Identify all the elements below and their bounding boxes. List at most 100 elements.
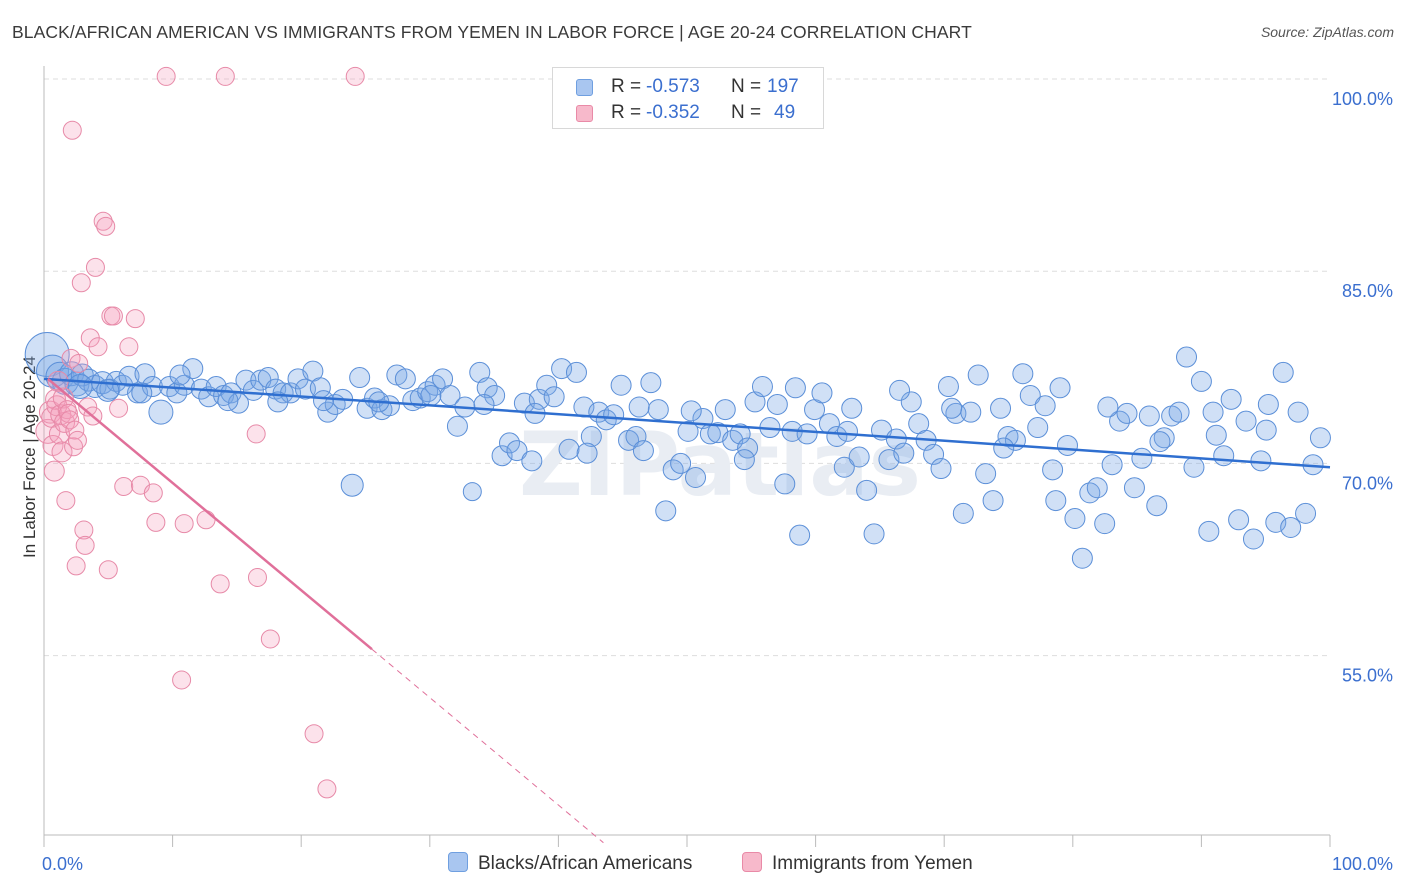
point-blacks xyxy=(1071,547,1093,569)
point-blacks xyxy=(1176,346,1198,368)
point-blacks xyxy=(340,473,364,497)
point-blacks xyxy=(1213,445,1235,467)
point-yemen xyxy=(48,423,70,445)
point-blacks xyxy=(967,364,989,386)
point-blacks xyxy=(169,364,191,386)
point-blacks xyxy=(993,437,1015,459)
point-yemen xyxy=(210,574,230,594)
point-yemen xyxy=(156,66,176,86)
point-yemen xyxy=(67,430,87,450)
point-yemen xyxy=(74,520,94,540)
point-blacks xyxy=(863,523,885,545)
point-blacks xyxy=(536,374,558,396)
point-blacks xyxy=(24,331,70,377)
point-blacks xyxy=(941,397,963,419)
point-blacks xyxy=(1168,401,1190,423)
chart-title: BLACK/AFRICAN AMERICAN VS IMMIGRANTS FRO… xyxy=(12,22,972,42)
point-yemen xyxy=(109,398,129,418)
n-label: N = xyxy=(731,76,762,97)
point-blacks xyxy=(499,432,521,454)
point-blacks xyxy=(937,376,959,398)
y-tick-label: 70.0% xyxy=(1342,473,1393,493)
point-blacks xyxy=(1045,490,1067,512)
pink-swatch-icon xyxy=(742,852,762,872)
point-blacks xyxy=(1202,401,1224,423)
point-blacks xyxy=(1272,361,1294,383)
point-blacks xyxy=(235,369,257,391)
point-blacks xyxy=(1131,447,1153,469)
point-blacks xyxy=(473,393,495,415)
point-blacks xyxy=(930,458,952,480)
point-blacks xyxy=(766,393,788,415)
point-blacks xyxy=(625,425,647,447)
point-blacks xyxy=(647,399,669,421)
point-blacks xyxy=(1034,395,1056,417)
point-yemen xyxy=(96,216,116,236)
point-blacks xyxy=(1183,456,1205,478)
point-blacks xyxy=(833,456,855,478)
point-yemen xyxy=(58,403,78,423)
point-blacks xyxy=(1042,459,1064,481)
point-blacks xyxy=(685,467,707,489)
point-blacks xyxy=(893,442,915,464)
point-yemen xyxy=(317,779,337,799)
point-blacks xyxy=(826,425,848,447)
point-blacks xyxy=(751,376,773,398)
point-yemen xyxy=(71,273,91,293)
point-blacks xyxy=(565,361,587,383)
point-blacks xyxy=(521,450,543,472)
point-blacks xyxy=(1257,393,1279,415)
r-label: R = xyxy=(611,76,642,97)
point-yemen xyxy=(125,309,145,329)
point-blacks xyxy=(680,400,702,422)
point-blacks xyxy=(469,361,491,383)
y-tick-label: 100.0% xyxy=(1332,89,1393,109)
point-yemen xyxy=(174,514,194,534)
point-blacks xyxy=(1064,508,1086,530)
point-blacks xyxy=(105,370,127,392)
point-blacks xyxy=(960,401,982,423)
source-label: Source: ZipAtlas.com xyxy=(1260,24,1394,40)
point-yemen xyxy=(56,491,76,511)
point-yemen xyxy=(60,410,80,430)
point-yemen xyxy=(196,510,216,530)
point-blacks xyxy=(856,479,878,501)
point-blacks xyxy=(217,390,239,412)
point-blacks xyxy=(1280,516,1302,538)
point-blacks xyxy=(1287,401,1309,423)
point-blacks xyxy=(1138,405,1160,427)
point-blacks xyxy=(1295,502,1317,524)
point-blacks xyxy=(900,391,922,413)
point-blacks xyxy=(1049,377,1071,399)
point-yemen xyxy=(103,306,123,326)
n-value: 197 xyxy=(767,76,799,97)
point-blacks xyxy=(506,440,528,462)
point-yemen xyxy=(78,397,98,417)
point-blacks xyxy=(1242,528,1264,550)
point-blacks xyxy=(1097,396,1119,418)
r-value: -0.352 xyxy=(646,102,700,123)
point-blacks xyxy=(677,420,699,442)
point-blacks xyxy=(640,372,662,394)
point-blacks xyxy=(1149,431,1171,453)
legend-item-blacks: Blacks/African Americans xyxy=(448,852,692,875)
point-blacks xyxy=(294,378,316,400)
point-blacks xyxy=(1190,370,1212,392)
point-blacks xyxy=(836,420,858,442)
point-yemen xyxy=(85,257,105,277)
point-yemen xyxy=(260,629,280,649)
point-blacks xyxy=(923,443,945,465)
point-blacks xyxy=(1012,363,1034,385)
point-blacks xyxy=(603,404,625,426)
point-yemen xyxy=(215,66,235,86)
point-yemen xyxy=(119,337,139,357)
point-blacks xyxy=(729,423,751,445)
point-blacks xyxy=(990,397,1012,419)
point-blacks xyxy=(1109,410,1131,432)
point-blacks xyxy=(543,386,565,408)
point-blacks xyxy=(394,368,416,390)
point-blacks xyxy=(848,446,870,468)
point-blacks xyxy=(576,442,598,464)
point-blacks xyxy=(476,377,498,399)
